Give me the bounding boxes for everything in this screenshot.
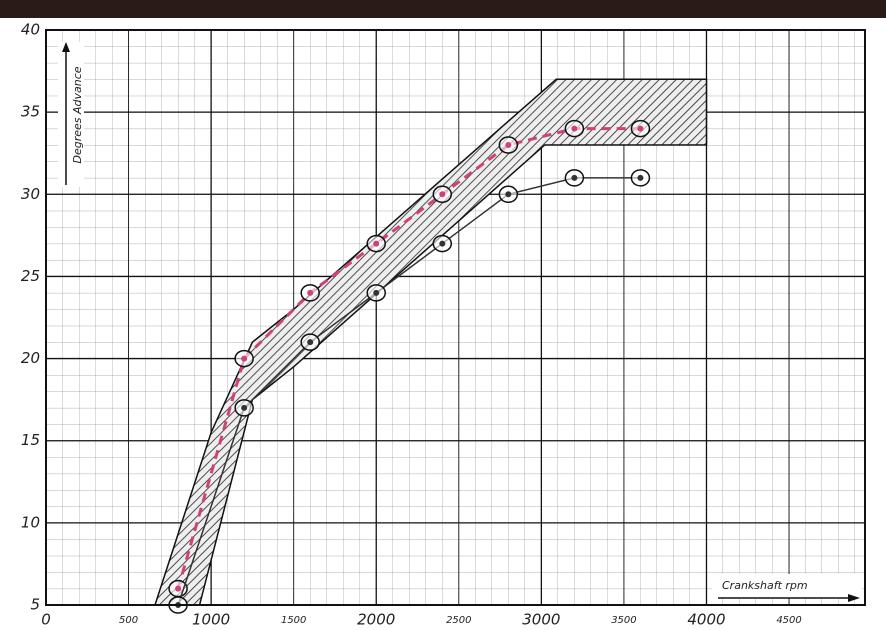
x-tick-label: 2500 <box>446 615 471 626</box>
top-strip <box>0 0 886 18</box>
y-arrow-head <box>62 42 70 52</box>
x-tick-label: 3500 <box>611 615 636 626</box>
minor-grid <box>46 30 865 605</box>
y-tick-label: 15 <box>21 431 40 449</box>
data-point-dot <box>571 125 578 132</box>
x-tick-label: 3000 <box>522 611 560 629</box>
y-tick-label: 5 <box>30 596 40 614</box>
data-point-dot <box>439 240 446 247</box>
data-point-dot <box>241 404 248 411</box>
x-tick-label: 0 <box>41 611 51 629</box>
x-axis-label: Crankshaft rpm <box>722 579 808 592</box>
y-tick-label: 40 <box>21 21 40 39</box>
plot-frame <box>45 29 866 606</box>
data-point-dot <box>175 585 182 592</box>
y-tick-label: 10 <box>21 513 40 531</box>
x-arrow-head <box>848 594 860 602</box>
x-label-box <box>712 574 862 598</box>
y-axis-label: Degrees Advance <box>71 66 84 163</box>
y-tick-label: 35 <box>21 103 40 121</box>
data-point-dot <box>505 191 512 198</box>
x-tick-label: 1000 <box>192 611 230 629</box>
series-line <box>177 177 641 606</box>
data-point-dot <box>439 191 446 198</box>
data-point-dot <box>505 142 512 148</box>
data-point-dot <box>241 355 248 362</box>
series-line <box>176 127 641 589</box>
data-point-dot <box>307 289 314 296</box>
data-point-dot <box>373 289 380 296</box>
data-point-dot <box>637 125 644 132</box>
y-tick-label: 25 <box>21 267 40 285</box>
x-tick-label: 2000 <box>357 611 395 629</box>
y-label-box <box>58 42 84 187</box>
y-tick-label: 20 <box>21 349 40 367</box>
data-point-dot <box>307 339 314 346</box>
data-point-dot <box>571 174 578 181</box>
x-tick-label: 4500 <box>776 615 801 626</box>
data-point-dot <box>637 174 644 181</box>
data-point-dot <box>373 240 380 247</box>
x-tick-label: 1500 <box>281 615 306 626</box>
x-tick-label: 4000 <box>687 611 725 629</box>
y-tick-label: 30 <box>21 185 40 203</box>
x-tick-label: 500 <box>119 615 138 626</box>
